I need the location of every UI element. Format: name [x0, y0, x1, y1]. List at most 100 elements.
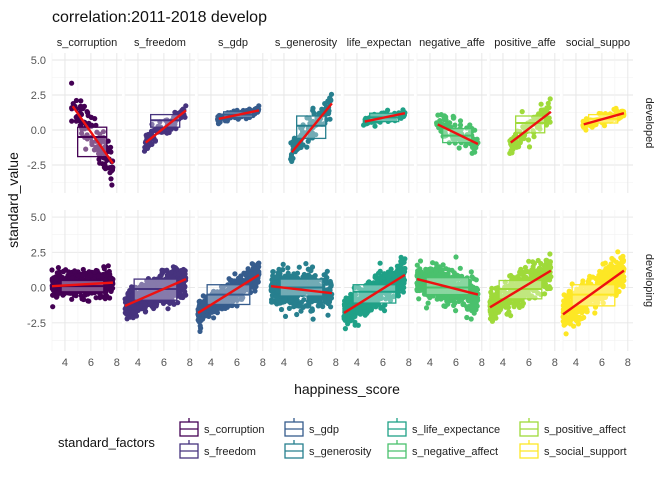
data-point — [88, 273, 93, 278]
data-point — [434, 264, 439, 269]
data-point — [108, 176, 113, 181]
data-point — [547, 251, 552, 256]
data-point — [458, 266, 463, 271]
data-point — [303, 261, 308, 266]
data-point — [592, 310, 597, 315]
data-point — [547, 277, 552, 282]
panel-s_generosity-developing — [269, 210, 341, 351]
x-tick-label: 6 — [307, 357, 313, 369]
data-point — [291, 271, 296, 276]
x-tick-label: 8 — [187, 357, 193, 369]
data-point — [378, 261, 383, 266]
data-point — [537, 268, 542, 273]
x-tick-label: 8 — [406, 357, 412, 369]
panel-s_corruption-developing — [49, 210, 122, 351]
strip-label-s_life_expectance: life_expectan — [347, 37, 412, 49]
data-point — [520, 109, 525, 114]
x-tick-label: 8 — [552, 357, 558, 369]
data-point — [489, 286, 494, 291]
panel-s_negative_affect-developed — [417, 53, 487, 193]
data-point — [532, 261, 537, 266]
data-point — [211, 315, 216, 320]
data-point — [102, 266, 107, 271]
data-point — [285, 265, 290, 270]
data-point — [615, 249, 620, 254]
y-tick-label: 2.5 — [31, 90, 46, 102]
data-point — [180, 295, 185, 300]
data-point — [94, 295, 99, 300]
data-point — [324, 275, 329, 280]
data-point — [311, 317, 316, 322]
data-point — [145, 146, 150, 151]
data-point — [376, 271, 381, 276]
data-point — [325, 313, 330, 318]
data-point — [452, 300, 457, 305]
data-point — [148, 300, 153, 305]
data-point — [546, 286, 551, 291]
x-tick-label: 8 — [479, 357, 485, 369]
data-point — [611, 107, 616, 112]
data-point — [415, 263, 420, 268]
data-point — [81, 267, 86, 272]
data-point — [304, 145, 309, 150]
data-point — [464, 315, 469, 320]
data-point — [510, 147, 515, 152]
data-point — [312, 298, 317, 303]
data-point — [92, 116, 97, 121]
data-point — [382, 273, 387, 278]
data-point — [328, 304, 333, 309]
data-point — [165, 306, 170, 311]
data-point — [451, 116, 456, 121]
data-point — [215, 307, 220, 312]
data-point — [198, 323, 203, 328]
data-point — [153, 303, 158, 308]
data-point — [69, 81, 74, 86]
data-point — [380, 305, 385, 310]
data-point — [289, 159, 294, 164]
x-tick-label: 6 — [453, 357, 459, 369]
data-point — [100, 161, 105, 166]
data-point — [453, 308, 458, 313]
data-point — [49, 267, 54, 272]
data-point — [149, 142, 154, 147]
data-point — [172, 265, 177, 270]
data-point — [274, 274, 279, 279]
y-tick-label: -2.5 — [27, 318, 46, 330]
x-tick-label: 8 — [114, 357, 120, 369]
data-point — [316, 303, 321, 308]
panel-s_gdp-developed — [198, 53, 268, 193]
data-point — [418, 258, 423, 263]
data-point — [73, 293, 78, 298]
data-point — [161, 301, 166, 306]
data-point — [504, 304, 509, 309]
data-point — [342, 302, 347, 307]
data-point — [469, 269, 474, 274]
data-point — [80, 104, 85, 109]
data-point — [327, 117, 332, 122]
x-tick-label: 6 — [234, 357, 240, 369]
data-point — [279, 307, 284, 312]
strip-label-s_positive_affect: positive_affe — [494, 37, 556, 49]
data-point — [301, 297, 306, 302]
data-point — [385, 108, 390, 113]
data-point — [308, 268, 313, 273]
data-point — [442, 117, 447, 122]
data-point — [252, 282, 257, 287]
data-point — [281, 262, 286, 267]
data-point — [474, 277, 479, 282]
data-point — [287, 306, 292, 311]
data-point — [343, 326, 348, 331]
strip-label-s_generosity: s_generosity — [275, 37, 338, 49]
data-point — [50, 304, 55, 309]
data-point — [197, 329, 202, 334]
data-point — [232, 271, 237, 276]
x-tick-label: 4 — [208, 357, 214, 369]
data-point — [528, 272, 533, 277]
data-point — [303, 274, 308, 279]
data-point — [294, 312, 299, 317]
y-tick-label: 0.0 — [31, 283, 46, 295]
strip-label-s_gdp: s_gdp — [218, 37, 248, 49]
data-point — [246, 266, 251, 271]
data-point — [524, 269, 529, 274]
data-point — [327, 296, 332, 301]
